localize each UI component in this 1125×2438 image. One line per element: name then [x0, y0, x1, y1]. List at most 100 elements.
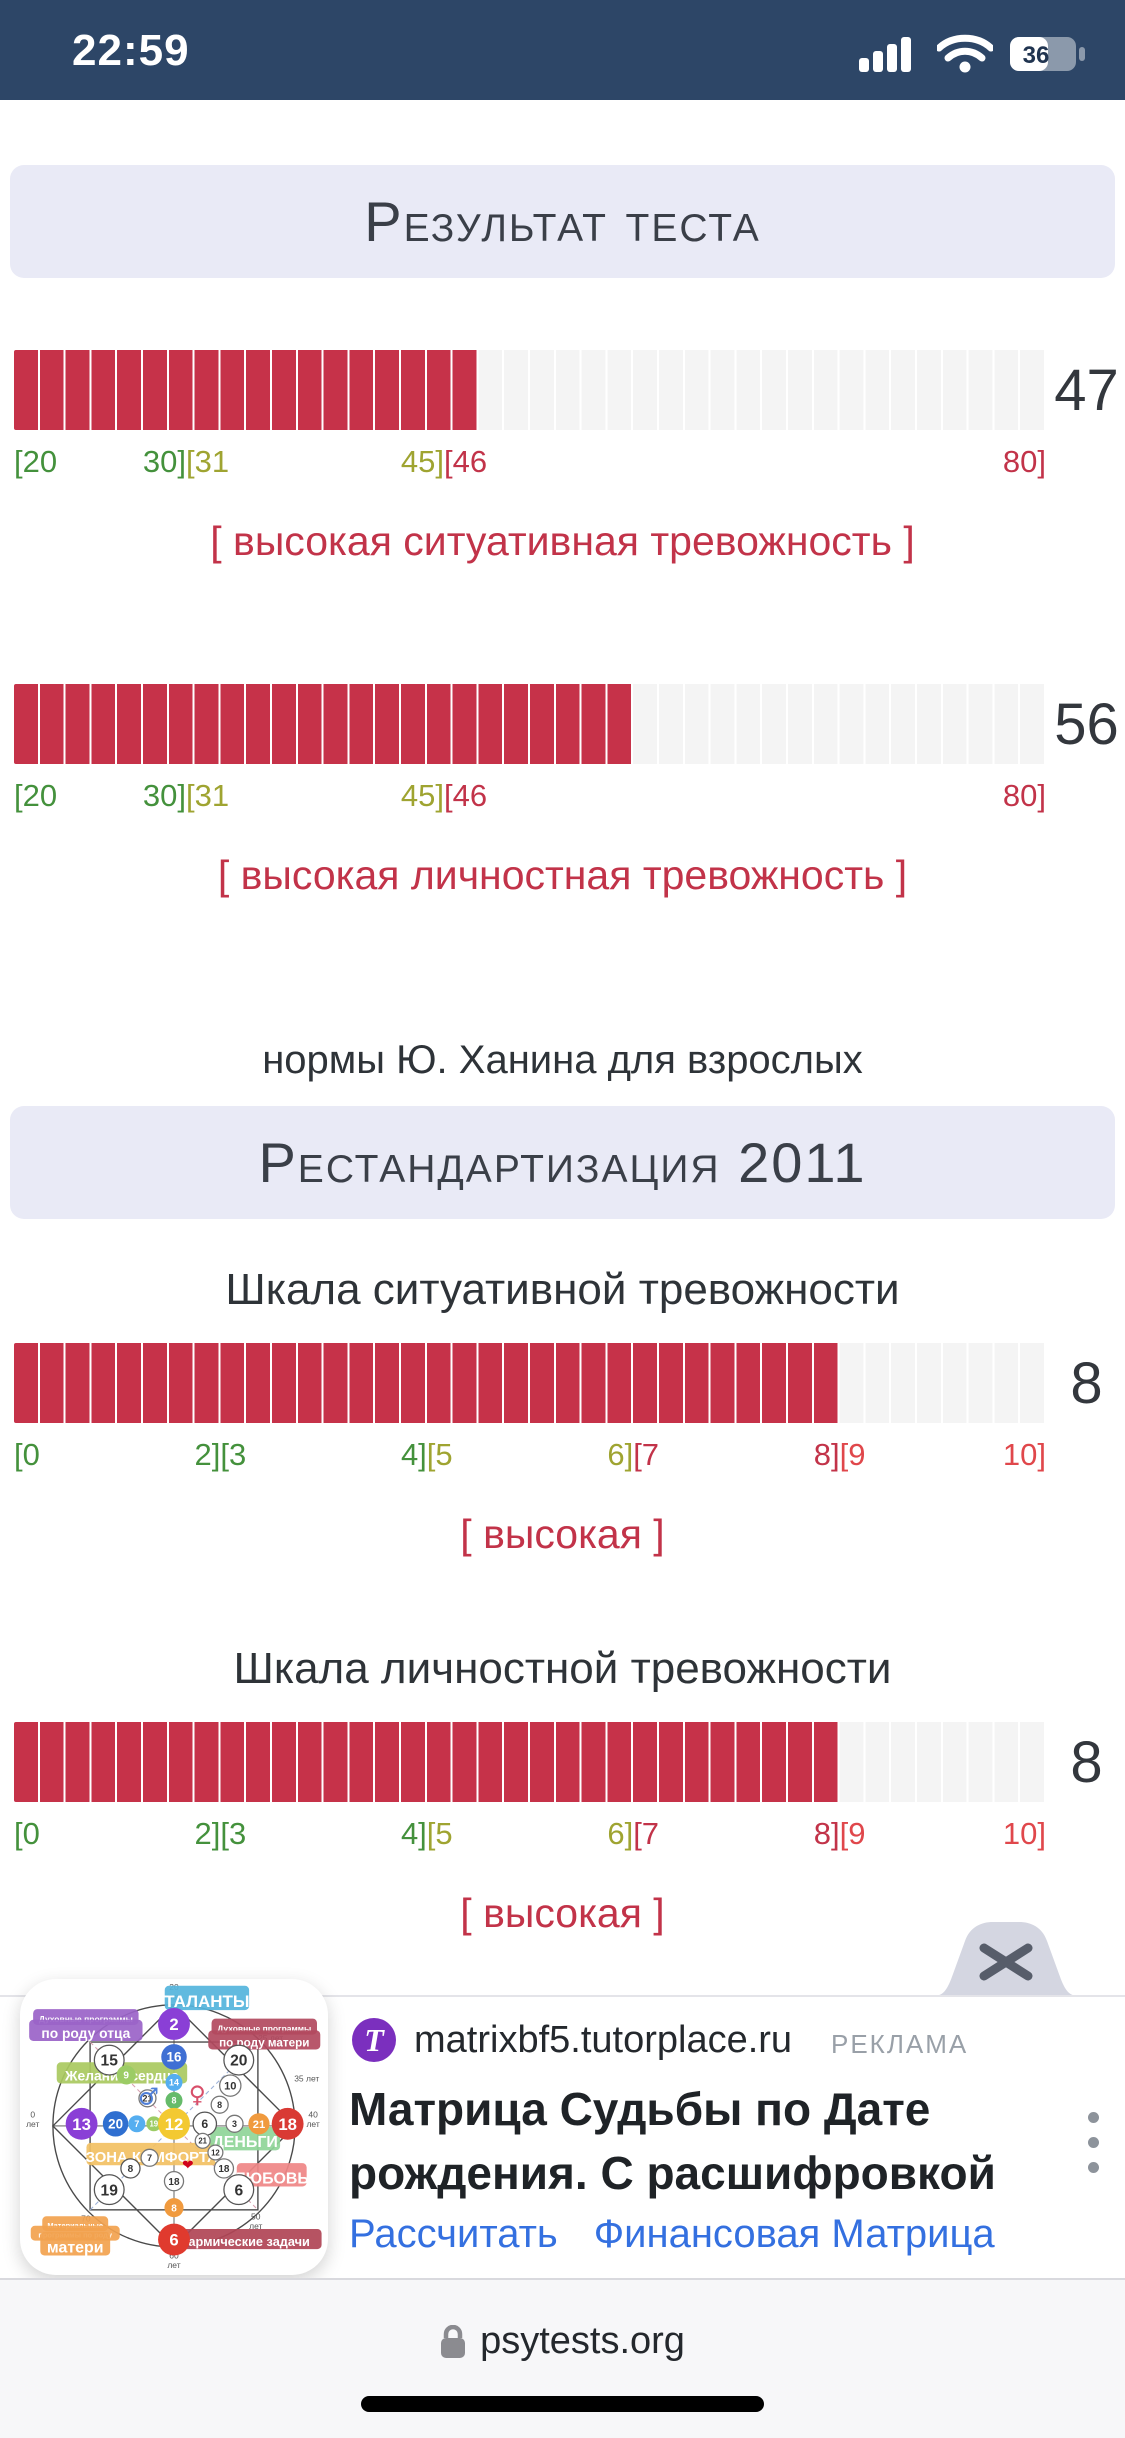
- chart-personal-anxiety-hanin: 56 [20 30][31 45][46 80] [ высокая личностн…: [0, 684, 1125, 914]
- scale-ticks: [0 2][3 4][5 6][7 8][9 10]: [14, 1437, 1046, 1473]
- svg-text:Духовные программы: Духовные программы: [217, 2023, 311, 2033]
- heart-icon: ❤: [182, 2157, 194, 2173]
- score-value: 8: [1070, 1729, 1103, 1795]
- svg-text:0: 0: [30, 2109, 35, 2119]
- scale-tick: 10]: [1002, 1437, 1046, 1472]
- score-value: 8: [1070, 1350, 1103, 1416]
- svg-text:по роду отца: по роду отца: [41, 2026, 130, 2041]
- scale-tick: 8][9: [813, 1437, 866, 1472]
- ad-close-button[interactable]: [932, 1922, 1080, 1996]
- chart-situational-anxiety-2011: Шкала ситуативной тревожности 8 [0 2][3 4]…: [0, 1265, 1125, 1573]
- svg-text:15: 15: [101, 2053, 119, 2070]
- scale-tick: 2][3: [194, 1816, 247, 1851]
- scale-tick: 4][5: [400, 1437, 453, 1472]
- svg-text:лет: лет: [249, 2221, 262, 2231]
- scale-tick: 10]: [1002, 1816, 1046, 1851]
- ad-link-financial-matrix[interactable]: Финансовая Матрица: [593, 2212, 995, 2256]
- svg-text:Духовные программы: Духовные программы: [39, 2014, 133, 2024]
- wifi-icon: [937, 34, 993, 73]
- svg-text:лет: лет: [167, 2260, 180, 2270]
- svg-text:Материальные: Материальные: [47, 2221, 103, 2230]
- svg-text:18: 18: [218, 2164, 230, 2175]
- svg-text:лет: лет: [306, 2119, 319, 2129]
- interpretation-label: [ высокая ]: [460, 1890, 665, 1936]
- svg-text:20: 20: [230, 2053, 248, 2070]
- scale-tick: [20: [14, 778, 58, 813]
- scale-tick: 45][46: [400, 444, 488, 479]
- ad-domain-link[interactable]: matrixbf5.tutorplace.ru: [414, 2019, 793, 2061]
- interpretation-label: [ высокая ]: [460, 1511, 665, 1557]
- svg-text:8: 8: [128, 2164, 134, 2175]
- scale-tick: 45][46: [400, 778, 488, 813]
- chart-personal-anxiety-2011: Шкала личностной тревожности 8 [0 2][3 4][…: [0, 1644, 1125, 1952]
- scale-tick: 80]: [1002, 778, 1046, 813]
- scale-tick: 2][3: [194, 1437, 247, 1472]
- svg-text:8: 8: [171, 2203, 177, 2214]
- scale-tick: 30][31: [142, 444, 230, 479]
- interpretation-label: [ высокая ситуативная тревожность ]: [210, 518, 915, 564]
- score-value: 56: [1054, 691, 1119, 757]
- section-title-text: Результат теста: [364, 190, 761, 253]
- svg-text:8: 8: [217, 2100, 222, 2110]
- scale-tick: 30][31: [142, 778, 230, 813]
- norms-note: нормы Ю. Ханина для взрослых: [262, 1038, 863, 1082]
- svg-text:ЛЮБОВЬ: ЛЮБОВЬ: [235, 2170, 309, 2187]
- svg-text:20: 20: [108, 2117, 123, 2132]
- chart-title: Шкала ситуативной тревожности: [225, 1265, 900, 1314]
- battery-icon: 36: [1010, 37, 1085, 71]
- site-url: psytests.org: [480, 2320, 685, 2362]
- score-bar: [14, 1343, 1046, 1423]
- lock-icon: [441, 2324, 466, 2358]
- svg-text:2: 2: [169, 2015, 178, 2034]
- svg-text:19: 19: [149, 2120, 158, 2129]
- scale-ticks: [20 30][31 45][46 80]: [14, 778, 1046, 814]
- svg-text:8: 8: [172, 2096, 177, 2106]
- svg-text:6: 6: [201, 2117, 208, 2131]
- section-title-text: Рестандартизация 2011: [258, 1131, 867, 1194]
- score-bar: [14, 1722, 1046, 1802]
- advertiser-logo: T: [352, 2018, 396, 2062]
- svg-text:35 лет: 35 лет: [294, 2073, 319, 2083]
- chart-title: Шкала личностной тревожности: [233, 1644, 892, 1693]
- svg-text:10: 10: [224, 2081, 236, 2093]
- svg-text:ДЕНЬГИ: ДЕНЬГИ: [212, 2134, 277, 2151]
- svg-text:6: 6: [169, 2231, 178, 2250]
- scale-tick: [0: [14, 1437, 40, 1472]
- svg-text:6: 6: [234, 2182, 243, 2199]
- ad-image-destiny-matrix[interactable]: 20лет25 лет40лет35 лет0лет7050лет60летТА…: [20, 1979, 328, 2275]
- interpretation-label: [ высокая личностная тревожность ]: [217, 852, 908, 898]
- browser-address-bar: psytests.org: [0, 2278, 1125, 2438]
- ad-menu-button[interactable]: [1088, 2112, 1099, 2173]
- male-symbol: ♂: [138, 2083, 159, 2111]
- ad-headline-link[interactable]: Матрица Судьбы по Дате рождения. С расши…: [349, 2083, 996, 2199]
- svg-text:21: 21: [198, 2137, 207, 2146]
- svg-text:матери: матери: [47, 2239, 104, 2256]
- ad-sitelinks: Рассчитать Финансовая Матрица: [349, 2212, 995, 2257]
- svg-text:лет: лет: [26, 2119, 39, 2129]
- svg-text:21: 21: [142, 2094, 152, 2104]
- svg-text:7: 7: [134, 2119, 139, 2129]
- close-icon: [979, 1943, 1033, 1981]
- score-bar: [14, 684, 1046, 764]
- svg-text:21: 21: [253, 2119, 265, 2131]
- ad-banner: 20лет25 лет40лет35 лет0лет7050лет60летТА…: [0, 1979, 1125, 2280]
- score-value: 47: [1054, 357, 1119, 423]
- svg-text:40: 40: [308, 2109, 318, 2119]
- ad-link-calculate[interactable]: Рассчитать: [349, 2212, 558, 2256]
- home-indicator[interactable]: [361, 2396, 764, 2412]
- section-title-test-result: Результат теста: [10, 165, 1115, 278]
- svg-text:ТАЛАНТЫ: ТАЛАНТЫ: [164, 1992, 249, 2011]
- clock: 22:59: [72, 26, 190, 75]
- scale-tick: [0: [14, 1816, 40, 1851]
- svg-text:12: 12: [165, 2115, 184, 2134]
- svg-text:7: 7: [147, 2153, 152, 2163]
- chart-situational-anxiety-hanin: 47 [20 30][31 45][46 80] [ высокая ситуатив…: [0, 350, 1125, 580]
- svg-text:13: 13: [72, 2115, 91, 2134]
- svg-text:Кармические задачи: Кармические задачи: [180, 2234, 309, 2249]
- svg-text:3: 3: [232, 2119, 237, 2129]
- svg-text:18: 18: [168, 2177, 180, 2188]
- score-bar: [14, 350, 1046, 430]
- female-symbol: ♀: [189, 2081, 206, 2109]
- scale-ticks: [0 2][3 4][5 6][7 8][9 10]: [14, 1816, 1046, 1852]
- address-field[interactable]: psytests.org: [0, 2320, 1125, 2363]
